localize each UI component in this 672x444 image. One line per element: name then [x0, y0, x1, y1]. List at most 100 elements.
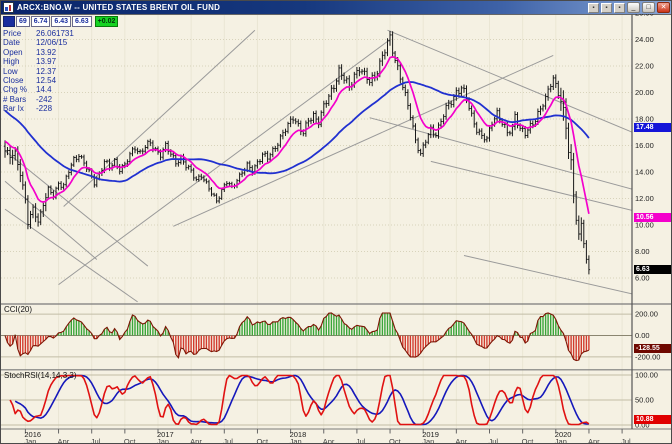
svg-text:Jul: Jul	[621, 437, 631, 444]
svg-text:10.00: 10.00	[635, 221, 654, 230]
quote-change-badge: +0.02	[94, 16, 119, 27]
info-label: Date	[3, 38, 20, 48]
ma-slow-price-chip: 17.48	[634, 123, 671, 132]
price-candles	[3, 30, 591, 275]
stochrsi-panel-label: StochRSI(14,14,3,3)	[4, 371, 77, 380]
svg-text:50.00: 50.00	[635, 396, 654, 405]
ohlc-readout: Price 26.061731 Date 12/06/15 Open 13.92 High 1…	[3, 29, 118, 114]
svg-text:Jul: Jul	[223, 437, 233, 444]
svg-text:2020: 2020	[555, 430, 572, 439]
svg-text:12.00: 12.00	[635, 194, 654, 203]
info-label: Chg %	[3, 85, 28, 95]
svg-text:Jan: Jan	[24, 437, 36, 444]
titlebar-buttons: ▪ ▪ ▪ _ □ ✕	[588, 2, 670, 13]
info-row-barix: Bar Ix -228	[3, 104, 118, 113]
quote-value-2: 6.43	[51, 16, 72, 27]
info-value: 13.97	[36, 57, 57, 67]
svg-text:14.00: 14.00	[635, 168, 654, 177]
info-row-low: Low 12.37	[3, 67, 118, 76]
titlebar-tool-button-1[interactable]: ▪	[588, 2, 599, 13]
svg-text:24.00: 24.00	[635, 35, 654, 44]
info-label: # Bars	[3, 94, 27, 104]
quote-value-3: 6.63	[72, 16, 92, 27]
svg-text:6.00: 6.00	[635, 274, 650, 283]
last-price-chip: 6.63	[634, 265, 671, 274]
info-value: 13.92	[36, 47, 57, 57]
price-axis-labels: 26.0024.0022.0020.0018.0016.0014.0012.00…	[635, 9, 654, 283]
window-title: ARCX:BNO.W -- UNITED STATES BRENT OIL FU…	[17, 3, 221, 12]
stoch-value-chip: 10.88	[634, 415, 671, 424]
moving-averages	[4, 55, 590, 214]
svg-text:Apr: Apr	[58, 437, 70, 444]
svg-text:Oct: Oct	[256, 437, 269, 444]
info-value: -242	[36, 94, 53, 104]
info-row-date: Date 12/06/15	[3, 38, 118, 47]
svg-text:Oct: Oct	[124, 437, 137, 444]
info-row-price: Price 26.061731	[3, 29, 118, 38]
minimize-button[interactable]: _	[627, 2, 640, 13]
svg-text:Apr: Apr	[190, 437, 202, 444]
info-value: 14.4	[36, 85, 52, 95]
svg-text:Oct: Oct	[522, 437, 535, 444]
info-value: 26.061731	[36, 29, 74, 38]
svg-text:2017: 2017	[157, 430, 174, 439]
svg-text:22.00: 22.00	[635, 62, 654, 71]
price-gridlines	[1, 39, 632, 279]
info-value: 12.54	[36, 76, 57, 86]
cci-axis-labels: 200.00 0.00 -200.00	[635, 310, 660, 362]
svg-text:2018: 2018	[290, 430, 307, 439]
svg-text:16.00: 16.00	[635, 141, 654, 150]
svg-text:Jul: Jul	[356, 437, 366, 444]
close-button[interactable]: ✕	[657, 2, 670, 13]
symbol-color-swatch	[3, 16, 15, 27]
svg-text:Jan: Jan	[422, 437, 434, 444]
svg-text:Jan: Jan	[555, 437, 567, 444]
stochrsi-lines	[9, 374, 590, 426]
info-row-close: Close 12.54	[3, 76, 118, 85]
titlebar[interactable]: ARCX:BNO.W -- UNITED STATES BRENT OIL FU…	[1, 1, 671, 14]
cci-histogram	[4, 312, 590, 362]
svg-text:Jul: Jul	[91, 437, 101, 444]
info-label: Bar Ix	[3, 104, 24, 114]
titlebar-tool-button-2[interactable]: ▪	[601, 2, 612, 13]
info-row-bars: # Bars -242	[3, 95, 118, 104]
svg-text:Apr: Apr	[455, 437, 467, 444]
titlebar-tool-button-3[interactable]: ▪	[614, 2, 625, 13]
svg-text:Oct: Oct	[389, 437, 402, 444]
quote-bar: 69 6.74 6.43 6.63 +0.02	[3, 16, 119, 27]
info-label: Price	[3, 29, 22, 38]
stoch-axis-labels: 100.00 50.00 0.00	[635, 371, 658, 430]
info-value: 12/06/15	[36, 38, 68, 48]
info-label: Open	[3, 47, 23, 57]
svg-text:Jan: Jan	[157, 437, 169, 444]
svg-text:18.00: 18.00	[635, 115, 654, 124]
svg-text:2019: 2019	[422, 430, 439, 439]
info-label: High	[3, 57, 20, 67]
ma-fast-price-chip: 10.56	[634, 213, 671, 222]
info-label: Close	[3, 76, 24, 86]
quote-value-0: 69	[16, 16, 30, 27]
svg-text:0.00: 0.00	[635, 331, 650, 340]
svg-text:Jan: Jan	[290, 437, 302, 444]
stoch-gridlines	[1, 374, 632, 426]
panel-borders	[1, 14, 671, 430]
svg-text:Jul: Jul	[489, 437, 499, 444]
svg-text:100.00: 100.00	[635, 371, 658, 380]
quote-info-panel: 69 6.74 6.43 6.63 +0.02 Price 26.061731 Date 12…	[3, 16, 119, 114]
cci-value-chip: -128.55	[634, 344, 671, 353]
svg-text:Apr: Apr	[323, 437, 335, 444]
vertical-gridlines	[24, 15, 623, 429]
maximize-button[interactable]: □	[642, 2, 655, 13]
svg-text:8.00: 8.00	[635, 247, 650, 256]
info-row-chg: Chg % 14.4	[3, 85, 118, 94]
app-icon	[3, 2, 14, 13]
info-row-high: High 13.97	[3, 57, 118, 66]
svg-text:0.00: 0.00	[635, 421, 650, 430]
info-row-open: Open 13.92	[3, 48, 118, 57]
svg-text:200.00: 200.00	[635, 310, 658, 319]
svg-text:-200.00: -200.00	[635, 352, 660, 361]
svg-text:2016: 2016	[24, 430, 41, 439]
